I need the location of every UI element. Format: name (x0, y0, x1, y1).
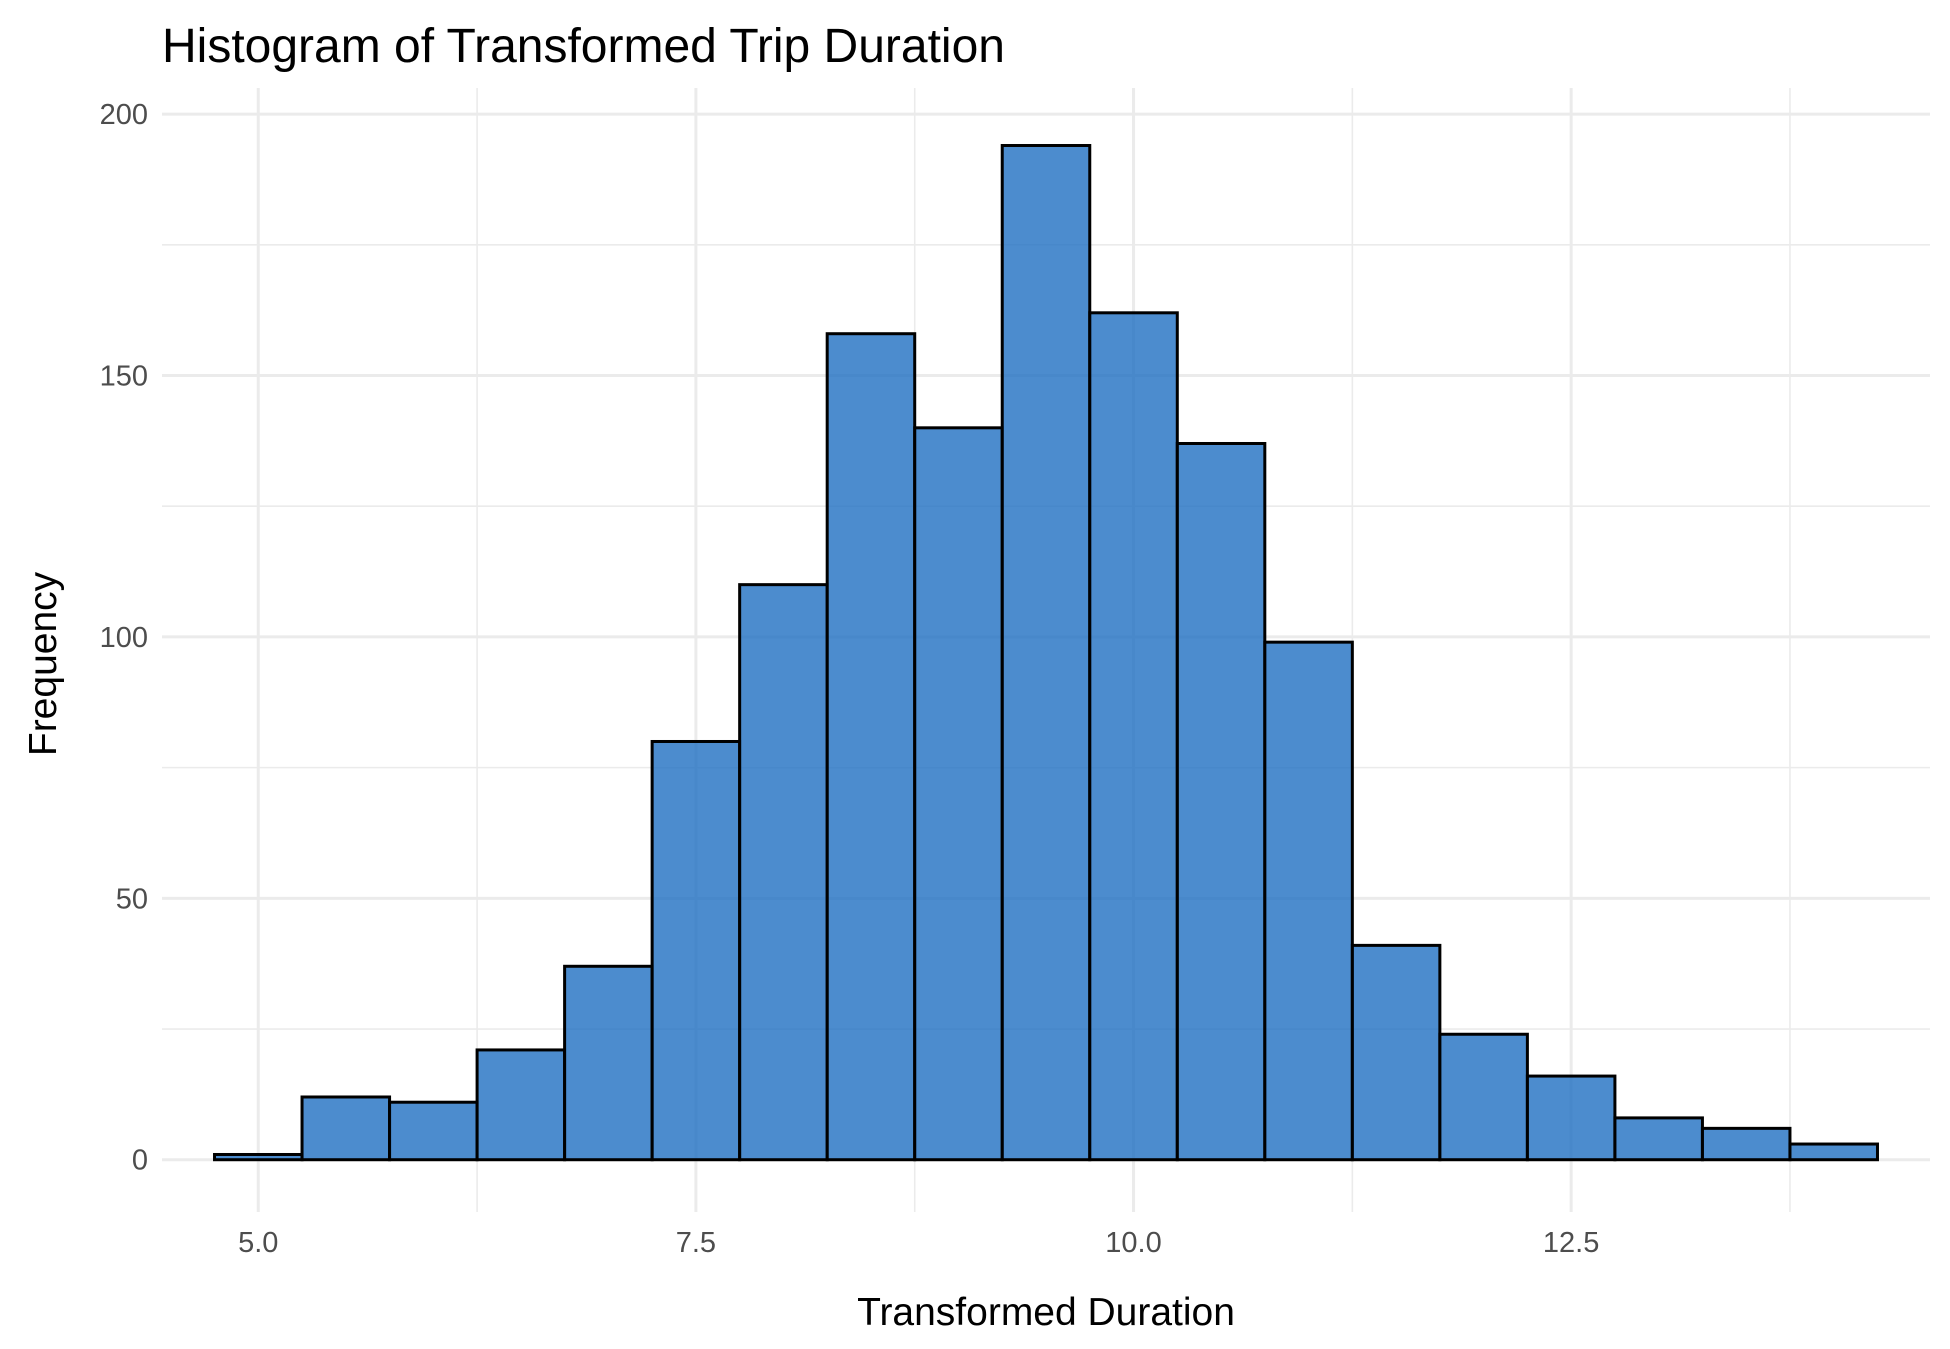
x-axis-title: Transformed Duration (857, 1291, 1235, 1334)
x-tick-label: 7.5 (676, 1227, 716, 1259)
histogram-bar (563, 964, 654, 1162)
histogram-bar (650, 739, 742, 1162)
x-tick-label: 12.5 (1543, 1227, 1599, 1259)
histogram-bar (475, 1048, 567, 1162)
histogram-bar (1788, 1142, 1879, 1162)
histogram-bar (1613, 1116, 1704, 1162)
histogram-bar (738, 583, 829, 1162)
bars (213, 144, 1879, 1162)
y-axis-tick-labels: 0 50 100 150 200 (100, 99, 148, 1177)
y-tick-label: 150 (100, 361, 148, 393)
x-tick-label: 5.0 (238, 1227, 278, 1259)
y-tick-label: 200 (100, 99, 148, 131)
y-tick-label: 0 (132, 1145, 148, 1177)
y-axis-title: Frequency (22, 571, 65, 756)
histogram-bar (913, 426, 1004, 1162)
histogram-bar (213, 1152, 304, 1162)
histogram-bar (1525, 1074, 1617, 1162)
y-tick-label: 100 (100, 622, 148, 654)
histogram-bar (1438, 1032, 1529, 1162)
histogram-bar (1088, 311, 1179, 1162)
histogram-bar (1263, 640, 1354, 1162)
histogram-bar (388, 1100, 479, 1162)
x-axis-tick-labels: 5.0 7.5 10.0 12.5 (238, 1227, 1599, 1259)
histogram-bar (300, 1095, 392, 1162)
histogram-bar (1000, 144, 1092, 1162)
chart-title: Histogram of Transformed Trip Duration (162, 20, 1005, 73)
y-tick-label: 50 (116, 883, 148, 915)
histogram-bar (1700, 1126, 1792, 1162)
x-tick-label: 10.0 (1105, 1227, 1161, 1259)
histogram-bar (825, 332, 917, 1162)
histogram-bar (1175, 441, 1267, 1162)
histogram-bar (1350, 943, 1442, 1162)
